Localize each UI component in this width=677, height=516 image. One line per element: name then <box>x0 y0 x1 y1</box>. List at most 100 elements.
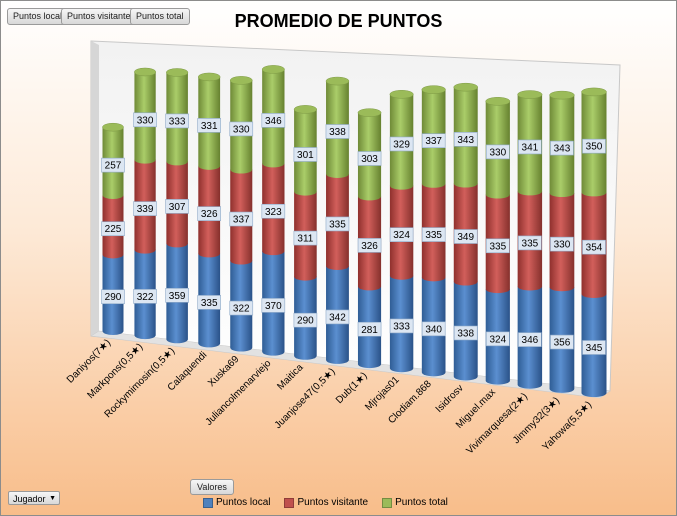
data-label-box-total-rockymimosin-0-5 <box>165 113 189 129</box>
data-label-box-visitante-daniyos-7 <box>101 221 125 237</box>
bar-cap-juanjose47-0-5 <box>325 76 350 86</box>
data-label-box-local-clodiam-868 <box>421 321 446 337</box>
data-label-box-total-dub-1 <box>357 151 382 166</box>
data-label-box-total-jimmy32-3 <box>550 140 574 156</box>
bar-cap-juliancolmenarviejo <box>261 65 285 74</box>
data-label-box-local-markpons-0-5 <box>133 289 157 304</box>
legend-label-visitante: Puntos visitante <box>297 497 369 508</box>
bar-group-clodiam-868: 340 335 337 <box>421 85 446 377</box>
category-label-juanjose47-0-5: Juanjose47(0,5★) <box>273 366 338 431</box>
data-label-box-visitante-clodiam-868 <box>421 227 446 242</box>
bar-group-markpons-0-5: 322 339 330 <box>133 67 157 340</box>
data-label-box-visitante-mjrojas01 <box>389 227 414 242</box>
valores-button[interactable]: Valores <box>190 479 234 495</box>
data-label-box-local-miguel-max <box>485 331 510 347</box>
bar-cap-dub-1 <box>357 108 382 117</box>
data-label-visitante-clodiam-868: 335 <box>425 230 442 241</box>
category-label-maitica: Maitica <box>275 362 305 392</box>
data-label-visitante-calaquendi: 326 <box>201 209 218 220</box>
legend-swatch-local <box>203 497 213 508</box>
data-label-total-rockymimosin-0-5: 333 <box>169 116 186 127</box>
data-label-box-total-vivimarquesa-2 <box>518 139 542 155</box>
data-label-local-yahowa-5-5: 345 <box>586 343 603 354</box>
legend-item-visitante: Puntos visitante <box>284 497 368 508</box>
data-label-box-total-yahowa-5-5 <box>582 138 606 154</box>
bar-cap-mjrojas01 <box>389 90 414 99</box>
data-label-local-juliancolmenarviejo: 370 <box>265 301 282 312</box>
data-label-total-yahowa-5-5: 350 <box>586 142 603 153</box>
bar-group-yahowa-5-5: 345 354 350 <box>581 87 607 397</box>
data-label-total-juliancolmenarviejo: 346 <box>265 116 282 127</box>
data-label-total-xuska69: 330 <box>233 124 250 135</box>
bar-group-miguel-max: 324 335 330 <box>485 97 511 385</box>
jugador-dropdown-label: Jugador <box>13 494 46 504</box>
data-label-box-total-juliancolmenarviejo <box>261 113 286 128</box>
chart-bars: 2902252573223393303593073333353263313223… <box>101 65 607 397</box>
dropdown-arrow-icon: ▼ <box>49 495 56 502</box>
chart-legend: Puntos local Puntos visitante Puntos tot… <box>203 497 448 508</box>
data-label-total-mjrojas01: 329 <box>393 139 410 150</box>
data-label-box-visitante-jimmy32-3 <box>550 236 574 252</box>
bar-cap-clodiam-868 <box>421 85 446 94</box>
data-label-total-miguel-max: 330 <box>489 147 506 158</box>
data-label-box-total-markpons-0-5 <box>133 112 157 128</box>
data-label-visitante-xuska69: 337 <box>233 215 250 226</box>
bar-group-juanjose47-0-5: 342 335 338 <box>325 76 350 364</box>
category-label-vivimarquesa-2: Vivimarquesa(2★) <box>465 391 530 456</box>
data-label-total-calaquendi: 331 <box>201 121 218 132</box>
bar-group-rockymimosin-0-5: 359 307 333 <box>165 68 189 344</box>
bar-group-dub-1: 281 326 303 <box>357 108 382 369</box>
data-label-total-vivimarquesa-2: 341 <box>522 142 539 153</box>
data-label-local-daniyos-7: 290 <box>105 292 122 303</box>
data-label-visitante-daniyos-7: 225 <box>105 224 122 235</box>
data-label-visitante-juanjose47-0-5: 335 <box>329 219 346 230</box>
legend-label-total: Puntos total <box>395 497 448 508</box>
data-label-box-local-rockymimosin-0-5 <box>165 288 189 303</box>
data-label-box-visitante-rockymimosin-0-5 <box>165 199 189 214</box>
data-label-box-total-isidrosv <box>453 132 478 147</box>
data-label-box-visitante-miguel-max <box>485 238 510 254</box>
data-label-local-jimmy32-3: 356 <box>554 338 571 349</box>
data-label-total-dub-1: 303 <box>361 154 378 165</box>
data-label-local-juanjose47-0-5: 342 <box>329 312 346 323</box>
data-label-total-juanjose47-0-5: 338 <box>329 127 346 138</box>
chart-floor <box>90 330 611 399</box>
data-label-box-visitante-xuska69 <box>229 211 254 227</box>
bar-group-maitica: 290 311 301 <box>293 105 318 360</box>
bar-cap-daniyos-7 <box>102 122 124 132</box>
category-label-dub-1: Dub(1★) <box>334 370 370 406</box>
data-label-box-visitante-dub-1 <box>357 238 382 253</box>
data-label-total-maitica: 301 <box>297 150 314 161</box>
data-label-local-mjrojas01: 333 <box>393 321 410 332</box>
bar-cap-rockymimosin-0-5 <box>166 68 189 77</box>
jugador-field-dropdown[interactable]: Jugador ▼ <box>8 491 60 505</box>
data-label-box-local-daniyos-7 <box>101 289 125 305</box>
data-label-box-visitante-markpons-0-5 <box>133 201 157 216</box>
legend-swatch-total <box>382 497 393 508</box>
data-label-box-visitante-maitica <box>293 230 318 246</box>
data-label-total-isidrosv: 343 <box>457 135 474 146</box>
bar-group-isidrosv: 338 349 343 <box>453 82 478 381</box>
data-label-box-local-calaquendi <box>197 295 221 310</box>
category-label-rockymimosin-0-5: Rockymimosin(0,5★) <box>103 346 178 421</box>
data-label-box-visitante-isidrosv <box>453 229 478 244</box>
data-label-box-total-mjrojas01 <box>389 136 414 152</box>
data-label-local-maitica: 290 <box>297 316 314 327</box>
bar-cap-vivimarquesa-2 <box>517 90 543 99</box>
data-label-local-miguel-max: 324 <box>489 334 506 345</box>
bar-cap-yahowa-5-5 <box>581 87 607 97</box>
data-label-box-total-xuska69 <box>229 121 254 137</box>
data-label-local-clodiam-868: 340 <box>425 324 442 335</box>
category-label-xuska69: Xuska69 <box>206 354 242 390</box>
data-label-box-total-calaquendi <box>197 118 221 133</box>
data-label-box-local-yahowa-5-5 <box>582 340 606 355</box>
field-button-puntos-total[interactable]: Puntos total <box>130 8 190 25</box>
legend-label-local: Puntos local <box>216 497 271 508</box>
data-label-visitante-miguel-max: 335 <box>489 241 506 252</box>
data-label-box-local-vivimarquesa-2 <box>518 332 542 347</box>
data-label-box-local-juliancolmenarviejo <box>261 298 286 313</box>
data-label-local-xuska69: 322 <box>233 304 250 315</box>
data-label-box-visitante-calaquendi <box>197 206 221 221</box>
side-wall <box>91 41 99 336</box>
